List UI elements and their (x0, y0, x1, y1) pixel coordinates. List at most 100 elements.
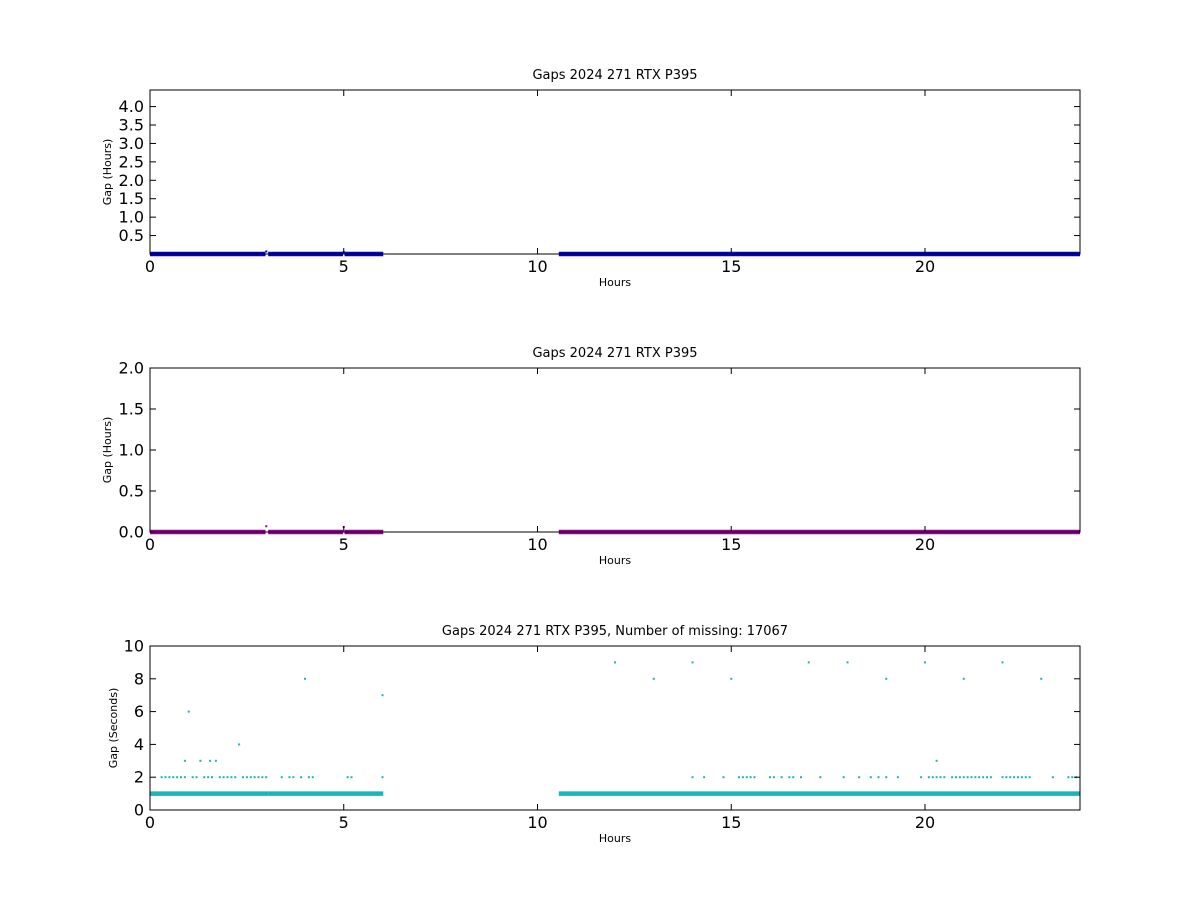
data-point (962, 677, 965, 680)
subplot-3: 0 5 10 15 20 0 2 4 6 8 10 Gaps 2024 271 RTX P395, N… (107, 624, 1081, 845)
y-tick-label: 3.5 (119, 116, 144, 135)
y-tick-label: 0.5 (119, 226, 144, 245)
y-tick-label: 1.5 (119, 189, 144, 208)
data-point (722, 776, 725, 779)
y-axis-label: Gap (Hours) (101, 417, 114, 484)
data-point (249, 776, 252, 779)
y-tick-label: 8 (134, 669, 144, 688)
x-tick-label: 15 (721, 257, 741, 276)
data-point (1028, 776, 1031, 779)
data-point (1001, 661, 1004, 664)
chart-title: Gaps 2024 271 RTX P395 (532, 346, 697, 361)
data-point (1040, 677, 1043, 680)
x-axis-label: Hours (599, 554, 631, 567)
data-point (209, 759, 212, 762)
data-point (218, 776, 221, 779)
data-point (307, 776, 310, 779)
data-point (292, 776, 295, 779)
data-point (1013, 776, 1016, 779)
data-point (935, 776, 938, 779)
x-tick-label: 20 (915, 257, 935, 276)
subplot-2: 0 5 10 15 20 0.0 0.5 1.0 1.5 2.0 Gaps 2024 271 RTX… (101, 346, 1081, 567)
data-point (187, 710, 190, 713)
chart-title: Gaps 2024 271 RTX P395, Number of missin… (442, 624, 788, 639)
data-point (885, 776, 888, 779)
data-point (877, 776, 880, 779)
y-tick-label: 0 (134, 801, 144, 820)
data-point (800, 776, 802, 779)
data-point (203, 776, 206, 779)
y-tick-label: 2 (134, 768, 144, 787)
data-point (927, 776, 930, 779)
data-point (691, 661, 694, 664)
y-tick-label: 10 (124, 637, 144, 656)
data-point (265, 525, 268, 528)
data-point (172, 776, 175, 779)
data-point (842, 776, 845, 779)
y-tick-label: 3.0 (119, 134, 144, 153)
data-point (749, 776, 752, 779)
data-point (1051, 776, 1054, 779)
data-point (652, 677, 655, 680)
x-axis-label: Hours (599, 276, 631, 289)
y-tick-label: 2.0 (119, 171, 144, 190)
data-point (1020, 776, 1023, 779)
data-point (807, 661, 810, 664)
data-point (974, 776, 977, 779)
data-point (381, 776, 384, 779)
data-point (288, 776, 291, 779)
data-point (191, 776, 194, 779)
x-tick-label: 0 (145, 535, 155, 554)
data-point (962, 776, 965, 779)
data-point (753, 776, 756, 779)
data-point (869, 776, 872, 779)
data-point (982, 776, 985, 779)
x-tick-label: 0 (145, 257, 155, 276)
data-point (986, 776, 988, 779)
data-point (745, 776, 748, 779)
data-point (265, 776, 268, 779)
data-point (207, 776, 210, 779)
x-tick-label: 10 (527, 813, 547, 832)
x-tick-label: 10 (527, 535, 547, 554)
data-point (261, 776, 264, 779)
chart-title: Gaps 2024 271 RTX P395 (532, 68, 697, 83)
y-tick-label: 6 (134, 702, 144, 721)
data-point (958, 776, 961, 779)
data-point (989, 776, 992, 779)
data-point (164, 776, 167, 779)
data-point (238, 743, 241, 746)
plot-frame (149, 89, 1081, 255)
data-point (234, 776, 237, 779)
data-point (978, 776, 981, 779)
data-point (350, 776, 353, 779)
x-tick-label: 15 (721, 813, 741, 832)
x-tick-label: 5 (339, 813, 349, 832)
data-point (180, 776, 182, 779)
data-point (257, 776, 260, 779)
data-point (214, 759, 217, 762)
data-point (253, 776, 256, 779)
data-point (160, 776, 163, 779)
data-point (199, 759, 202, 762)
data-point (951, 776, 954, 779)
data-point (614, 661, 616, 664)
data-point (245, 776, 248, 779)
data-point (792, 776, 795, 779)
plot-frame (149, 645, 1081, 811)
y-tick-label: 2.0 (119, 359, 144, 378)
x-tick-label: 0 (145, 813, 155, 832)
x-tick-label: 5 (339, 257, 349, 276)
data-point (381, 694, 384, 697)
data-point (920, 776, 923, 779)
y-tick-label: 4.0 (119, 97, 144, 116)
data-point (304, 677, 306, 680)
data-point (858, 776, 861, 779)
data-point (195, 776, 198, 779)
data-point (1001, 776, 1004, 779)
data-point (346, 776, 349, 779)
data-point (1071, 776, 1074, 779)
data-point (939, 776, 942, 779)
y-tick-label: 2.5 (119, 152, 144, 171)
data-point (788, 776, 791, 779)
